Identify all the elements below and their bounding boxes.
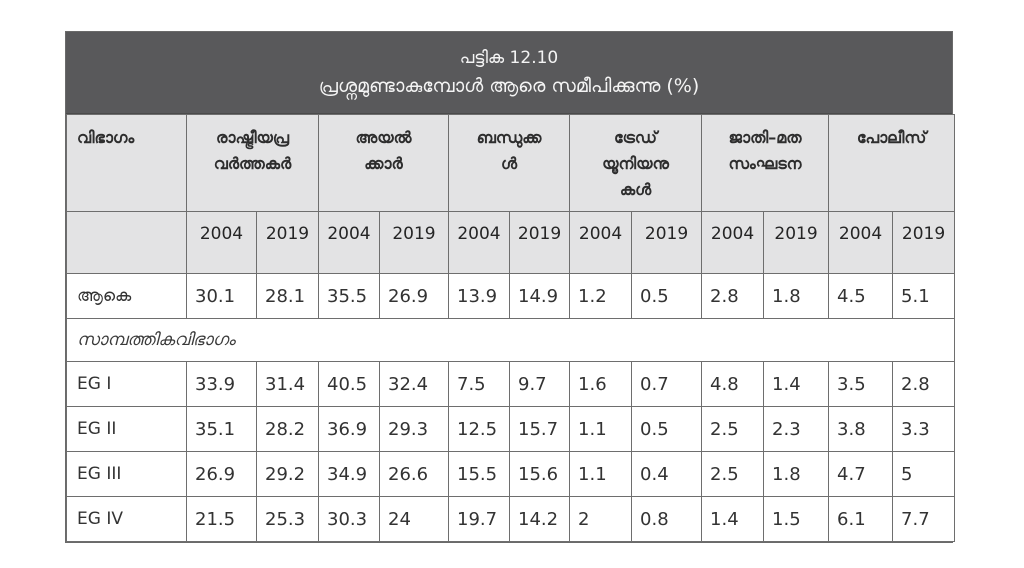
cell: 40.5: [318, 361, 380, 407]
header-group-relatives: ബന്ധുക്ക ൾ: [447, 114, 571, 212]
cell: 14.2: [508, 496, 571, 542]
cell: 13.9: [448, 273, 510, 319]
header-group-police: പോലീസ്: [828, 114, 956, 212]
section-row-economic-group: സാമ്പത്തികവിഭാഗം: [65, 318, 956, 362]
cell: 1.1: [569, 451, 633, 497]
cell: 1.4: [701, 496, 765, 542]
cell: 26.9: [186, 451, 257, 497]
cell: 19.7: [448, 496, 510, 542]
cell: 5: [892, 451, 956, 497]
cell: 2.5: [701, 406, 765, 452]
cell: 25.3: [256, 496, 319, 542]
table-caption: പ്രശ്നമുണ്ടാകുമ്പോൾ ആരെ സമീപിക്കുന്നു (%…: [318, 74, 700, 97]
cell: 4.8: [701, 361, 765, 407]
cell: 3.8: [828, 406, 894, 452]
header-year-blank: [66, 211, 187, 274]
cell: 15.5: [448, 451, 510, 497]
table-row: EG I 33.9 31.4 40.5 32.4 7.5 9.7 1.6 0.7…: [66, 361, 956, 407]
cell: 33.9: [186, 361, 257, 407]
table-row-total: ആകെ 30.1 28.1 35.5 26.9 13.9 14.9 1.2 0.…: [66, 273, 956, 319]
cell: 1.4: [763, 361, 830, 407]
cell: 12.5: [448, 406, 510, 452]
cell: 30.1: [186, 273, 257, 319]
header-year: 2019: [892, 211, 956, 274]
cell: 30.3: [318, 496, 380, 542]
header-group-trade-unions: ട്രേഡ് യൂനിയനു കൾ: [569, 114, 703, 212]
row-label: EG II: [66, 406, 187, 452]
header-year: 2019: [379, 211, 449, 274]
cell: 6.1: [828, 496, 894, 542]
table-title-band: പട്ടിക 12.10 പ്രശ്നമുണ്ടാകുമ്പോൾ ആരെ സമീ…: [66, 32, 952, 114]
cell: 5.1: [892, 273, 956, 319]
header-year: 2004: [448, 211, 510, 274]
cell: 2.3: [763, 406, 830, 452]
cell: 0.5: [631, 406, 703, 452]
header-group-neighbours: അയൽ ക്കാർ: [318, 114, 449, 212]
cell: 14.9: [508, 273, 571, 319]
table-number: പട്ടിക 12.10: [459, 47, 559, 68]
header-year: 2019: [631, 211, 703, 274]
cell: 2.8: [701, 273, 765, 319]
cell: 28.1: [256, 273, 319, 319]
header-year: 2004: [186, 211, 257, 274]
cell: 26.9: [379, 273, 449, 319]
header-year: 2004: [701, 211, 765, 274]
cell: 35.1: [186, 406, 257, 452]
cell: 36.9: [318, 406, 380, 452]
cell: 1.8: [763, 273, 830, 319]
table-grid: വിഭാഗം രാഷ്ട്രീയപ്ര വർത്തകർ അയൽ ക്കാർ ബന…: [65, 114, 956, 542]
header-year: 2004: [318, 211, 380, 274]
data-table: പട്ടിക 12.10 പ്രശ്നമുണ്ടാകുമ്പോൾ ആരെ സമീ…: [65, 31, 956, 543]
cell: 0.8: [631, 496, 703, 542]
header-row-groups: വിഭാഗം രാഷ്ട്രീയപ്ര വർത്തകർ അയൽ ക്കാർ ബന…: [66, 114, 956, 212]
cell: 31.4: [256, 361, 319, 407]
table-row: EG III 26.9 29.2 34.9 26.6 15.5 15.6 1.1…: [66, 451, 956, 497]
cell: 0.5: [631, 273, 703, 319]
header-year: 2004: [569, 211, 633, 274]
cell: 3.5: [828, 361, 894, 407]
header-year: 2019: [256, 211, 319, 274]
header-group-political-workers: രാഷ്ട്രീയപ്ര വർത്തകർ: [186, 114, 319, 212]
cell: 1.8: [763, 451, 830, 497]
cell: 1.2: [569, 273, 633, 319]
cell: 24: [379, 496, 449, 542]
cell: 29.2: [256, 451, 319, 497]
section-label: സാമ്പത്തികവിഭാഗം: [65, 318, 956, 362]
table-row: EG IV 21.5 25.3 30.3 24 19.7 14.2 2 0.8 …: [66, 496, 956, 542]
cell: 29.3: [379, 406, 449, 452]
cell: 2.5: [701, 451, 765, 497]
row-label: EG III: [66, 451, 187, 497]
cell: 1.1: [569, 406, 633, 452]
cell: 15.7: [508, 406, 571, 452]
cell: 9.7: [508, 361, 571, 407]
header-year: 2004: [828, 211, 894, 274]
cell: 35.5: [318, 273, 380, 319]
table-row: EG II 35.1 28.2 36.9 29.3 12.5 15.7 1.1 …: [66, 406, 956, 452]
cell: 4.5: [828, 273, 894, 319]
header-category: വിഭാഗം: [66, 114, 187, 212]
cell: 0.4: [631, 451, 703, 497]
row-label: EG I: [66, 361, 187, 407]
cell: 28.2: [256, 406, 319, 452]
cell: 7.5: [448, 361, 510, 407]
cell: 0.7: [631, 361, 703, 407]
cell: 2: [569, 496, 633, 542]
cell: 26.6: [379, 451, 449, 497]
cell: 4.7: [828, 451, 894, 497]
cell: 2.8: [892, 361, 956, 407]
cell: 3.3: [892, 406, 956, 452]
cell: 1.5: [763, 496, 830, 542]
cell: 15.6: [508, 451, 571, 497]
row-label: ആകെ: [66, 273, 187, 319]
cell: 7.7: [892, 496, 956, 542]
header-year: 2019: [763, 211, 830, 274]
cell: 21.5: [186, 496, 257, 542]
header-row-years: 2004 2019 2004 2019 2004 2019 2004 2019 …: [66, 211, 956, 274]
header-group-caste-religious-orgs: ജാതി–മത സംഘടന: [701, 114, 830, 212]
cell: 1.6: [569, 361, 633, 407]
cell: 32.4: [379, 361, 449, 407]
header-year: 2019: [508, 211, 571, 274]
row-label: EG IV: [66, 496, 187, 542]
cell: 34.9: [318, 451, 380, 497]
